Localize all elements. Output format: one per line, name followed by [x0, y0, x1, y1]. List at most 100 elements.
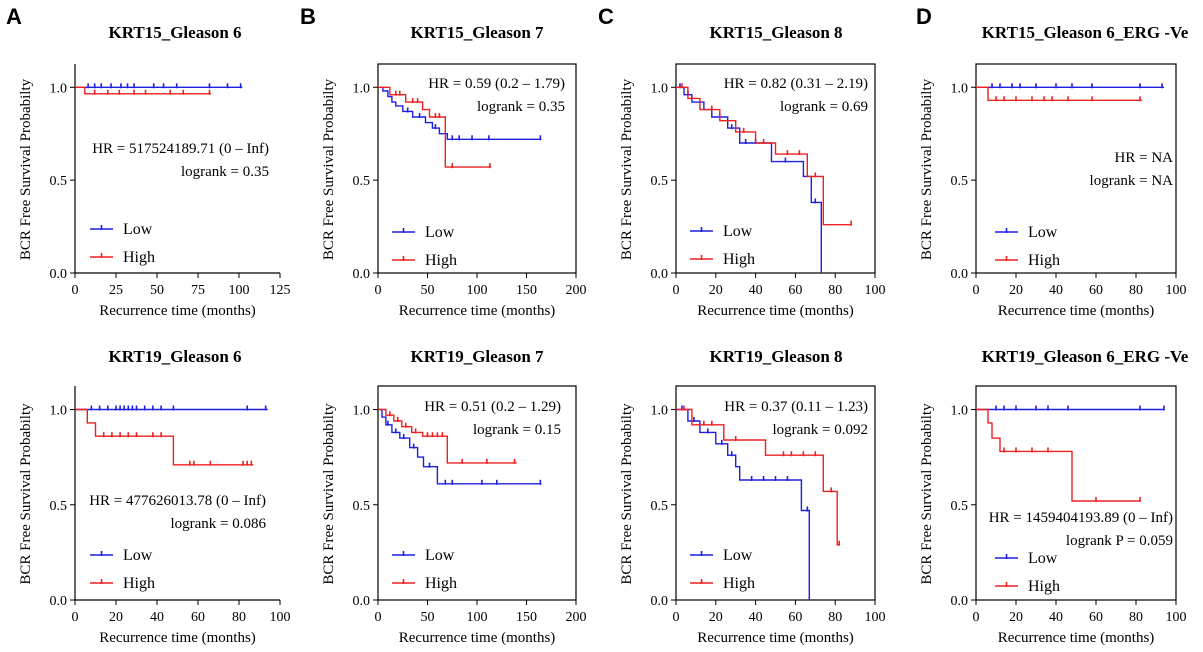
stat-annotation: logrank P = 0.059: [1066, 533, 1173, 549]
chart-title: KRT15_Gleason 8: [709, 23, 842, 42]
chart-title: KRT19_Gleason 8: [709, 347, 842, 366]
y-axis-label: BCR Free Survival Probabilty: [619, 78, 635, 260]
y-tick-label: 0.5: [651, 499, 669, 514]
panel-3: C KRT15_Gleason 8 0 20 40 60 80 100 0.0 0.5 1.0 Rec…: [598, 4, 886, 319]
x-tick-label: 20: [709, 610, 723, 625]
x-tick-label: 40: [1049, 283, 1063, 298]
x-axis-label: Recurrence time (months): [998, 630, 1155, 646]
x-tick-label: 100: [270, 610, 291, 625]
x-tick-label: 50: [150, 283, 164, 298]
panel-letter: D: [916, 4, 932, 29]
y-axis-label: BCR Free Survival Probabilty: [321, 403, 337, 585]
legend-label-low: Low: [1028, 550, 1058, 567]
x-tick-label: 0: [72, 610, 79, 625]
stat-annotation: HR = 0.59 (0.2 – 1.79): [428, 76, 565, 92]
legend-label-high: High: [723, 575, 755, 592]
x-tick-label: 100: [467, 283, 488, 298]
panel-6: KRT19_Gleason 7 0 50 100 150 200 0.0 0.5 1.0 Recu…: [321, 347, 587, 646]
km-curve-high: [75, 86, 212, 95]
legend-label-low: Low: [723, 223, 753, 240]
y-axis-label: BCR Free Survival Probabilty: [919, 78, 935, 260]
y-tick-label: 1.0: [353, 81, 371, 96]
x-tick-label: 20: [1009, 283, 1023, 298]
x-tick-label: 60: [1089, 610, 1103, 625]
plot-frame: [975, 385, 1177, 601]
stat-annotation: logrank = 0.15: [473, 422, 561, 438]
stat-annotation: logrank = 0.69: [780, 99, 868, 115]
stat-annotation: HR = 0.37 (0.11 – 1.23): [724, 399, 868, 415]
stat-annotation: logrank = 0.092: [772, 422, 868, 438]
x-tick-label: 75: [191, 283, 205, 298]
y-tick-label: 1.0: [651, 404, 669, 419]
x-tick-label: 50: [421, 610, 435, 625]
x-tick-label: 50: [421, 283, 435, 298]
x-tick-label: 0: [72, 283, 79, 298]
legend-label-high: High: [425, 252, 457, 269]
x-tick-label: 0: [375, 610, 382, 625]
y-tick-label: 1.0: [50, 404, 68, 419]
km-curve-low: [676, 408, 810, 600]
x-tick-label: 40: [749, 283, 763, 298]
x-tick-label: 80: [828, 610, 842, 625]
km-curve-high: [378, 86, 491, 168]
km-curve-high: [976, 86, 1142, 102]
x-tick-label: 80: [1129, 610, 1143, 625]
x-tick-label: 80: [828, 283, 842, 298]
y-tick-label: 1.0: [651, 81, 669, 96]
y-tick-label: 0.0: [353, 594, 371, 609]
legend-label-high: High: [123, 575, 155, 592]
plot-frame: [975, 63, 1177, 274]
km-curve-low: [378, 408, 542, 485]
y-tick-label: 0.5: [50, 499, 68, 514]
y-tick-label: 0.0: [951, 267, 969, 282]
x-tick-label: 200: [566, 283, 587, 298]
x-tick-label: 0: [673, 610, 680, 625]
x-axis-label: Recurrence time (months): [399, 303, 556, 319]
plot-frame: [377, 385, 577, 601]
chart-title: KRT19_Gleason 6_ERG -Ve: [982, 347, 1189, 366]
y-tick-label: 0.5: [353, 174, 371, 189]
y-tick-label: 0.0: [651, 267, 669, 282]
stat-annotation: logrank = NA: [1090, 173, 1174, 189]
y-axis-label: BCR Free Survival Probabilty: [619, 403, 635, 585]
x-tick-label: 60: [1089, 283, 1103, 298]
stat-annotation: HR = 0.51 (0.2 – 1.29): [424, 399, 561, 415]
x-tick-label: 20: [709, 283, 723, 298]
plot-frame: [675, 385, 876, 601]
legend-label-high: High: [425, 575, 457, 592]
y-tick-label: 0.0: [651, 594, 669, 609]
x-axis-label: Recurrence time (months): [99, 630, 256, 646]
stat-annotation: HR = NA: [1115, 150, 1174, 166]
y-tick-label: 0.0: [951, 594, 969, 609]
x-tick-label: 40: [749, 610, 763, 625]
y-tick-label: 0.0: [50, 594, 68, 609]
y-tick-label: 0.5: [50, 174, 68, 189]
panel-7: KRT19_Gleason 8 0 20 40 60 80 100 0.0 0.5 1.0 Recu…: [619, 347, 886, 646]
stat-annotation: HR = 1459404193.89 (0 – Inf): [989, 510, 1173, 526]
chart-title: KRT19_Gleason 6: [108, 347, 241, 366]
x-tick-label: 150: [516, 610, 537, 625]
x-axis-label: Recurrence time (months): [399, 630, 556, 646]
panel-8: KRT19_Gleason 6_ERG -Ve 0 20 40 60 80 100 0.0 0.…: [919, 347, 1189, 646]
x-tick-label: 0: [673, 283, 680, 298]
x-axis-label: Recurrence time (months): [998, 303, 1155, 319]
km-curve-high: [378, 408, 517, 464]
stat-annotation: logrank = 0.35: [181, 164, 269, 180]
km-curve-high: [976, 408, 1140, 502]
legend-label-low: Low: [425, 547, 455, 564]
y-tick-label: 0.0: [353, 267, 371, 282]
x-tick-label: 80: [232, 610, 246, 625]
x-tick-label: 100: [467, 610, 488, 625]
panel-letter: A: [6, 4, 22, 29]
y-tick-label: 1.0: [951, 81, 969, 96]
km-curve-low: [676, 86, 822, 273]
panel-1: A KRT15_Gleason 6 0 25 50 75 100 125 0.0 0.5 1.0 Re…: [6, 4, 291, 319]
legend-label-high: High: [723, 251, 755, 268]
legend-label-low: Low: [123, 547, 153, 564]
chart-title: KRT15_Gleason 6_ERG -Ve: [982, 23, 1189, 42]
plot-frame: [377, 63, 577, 274]
km-curve-high: [676, 86, 852, 226]
x-tick-label: 200: [566, 610, 587, 625]
km-curve-high: [75, 408, 254, 466]
legend-label-low: Low: [723, 547, 753, 564]
